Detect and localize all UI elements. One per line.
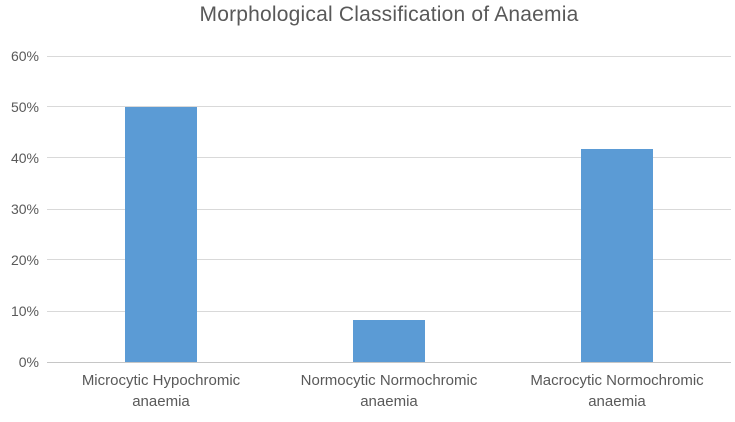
bar-normocytic-normochromic-anaemia xyxy=(353,319,425,362)
gridline xyxy=(47,157,731,159)
y-axis-tick-label: 20% xyxy=(10,252,39,268)
plot-area xyxy=(47,55,731,363)
y-axis-tick-label: 10% xyxy=(10,303,39,319)
x-axis-category-label: Microcytic Hypochromic anaemia xyxy=(81,372,241,410)
x-axis: Microcytic Hypochromic anaemia Normocytic… xyxy=(47,370,731,418)
gridline xyxy=(47,259,731,261)
y-axis-tick-label: 30% xyxy=(10,201,39,217)
y-axis-tick-label: 40% xyxy=(10,150,39,166)
gridline xyxy=(47,55,731,57)
x-axis-category-label: Macrocytic Normochromic anaemia xyxy=(530,372,704,410)
gridline xyxy=(47,106,731,108)
bar-macrocytic-normochromic-anaemia xyxy=(581,149,653,362)
x-axis-line xyxy=(47,361,731,363)
y-axis-tick-label: 50% xyxy=(10,99,39,115)
x-axis-category-label: Normocytic Normochromic anaemia xyxy=(300,372,478,410)
gridline xyxy=(47,208,731,210)
gridline xyxy=(47,310,731,312)
bar-microcytic-hypochromic-anaemia xyxy=(125,107,197,362)
y-axis: 0% 10% 20% 30% 40% 50% 60% xyxy=(0,48,39,370)
y-axis-tick-label: 0% xyxy=(18,354,39,370)
y-axis-tick-label: 60% xyxy=(10,48,39,64)
chart-title: Morphological Classification of Anaemia xyxy=(199,3,579,26)
